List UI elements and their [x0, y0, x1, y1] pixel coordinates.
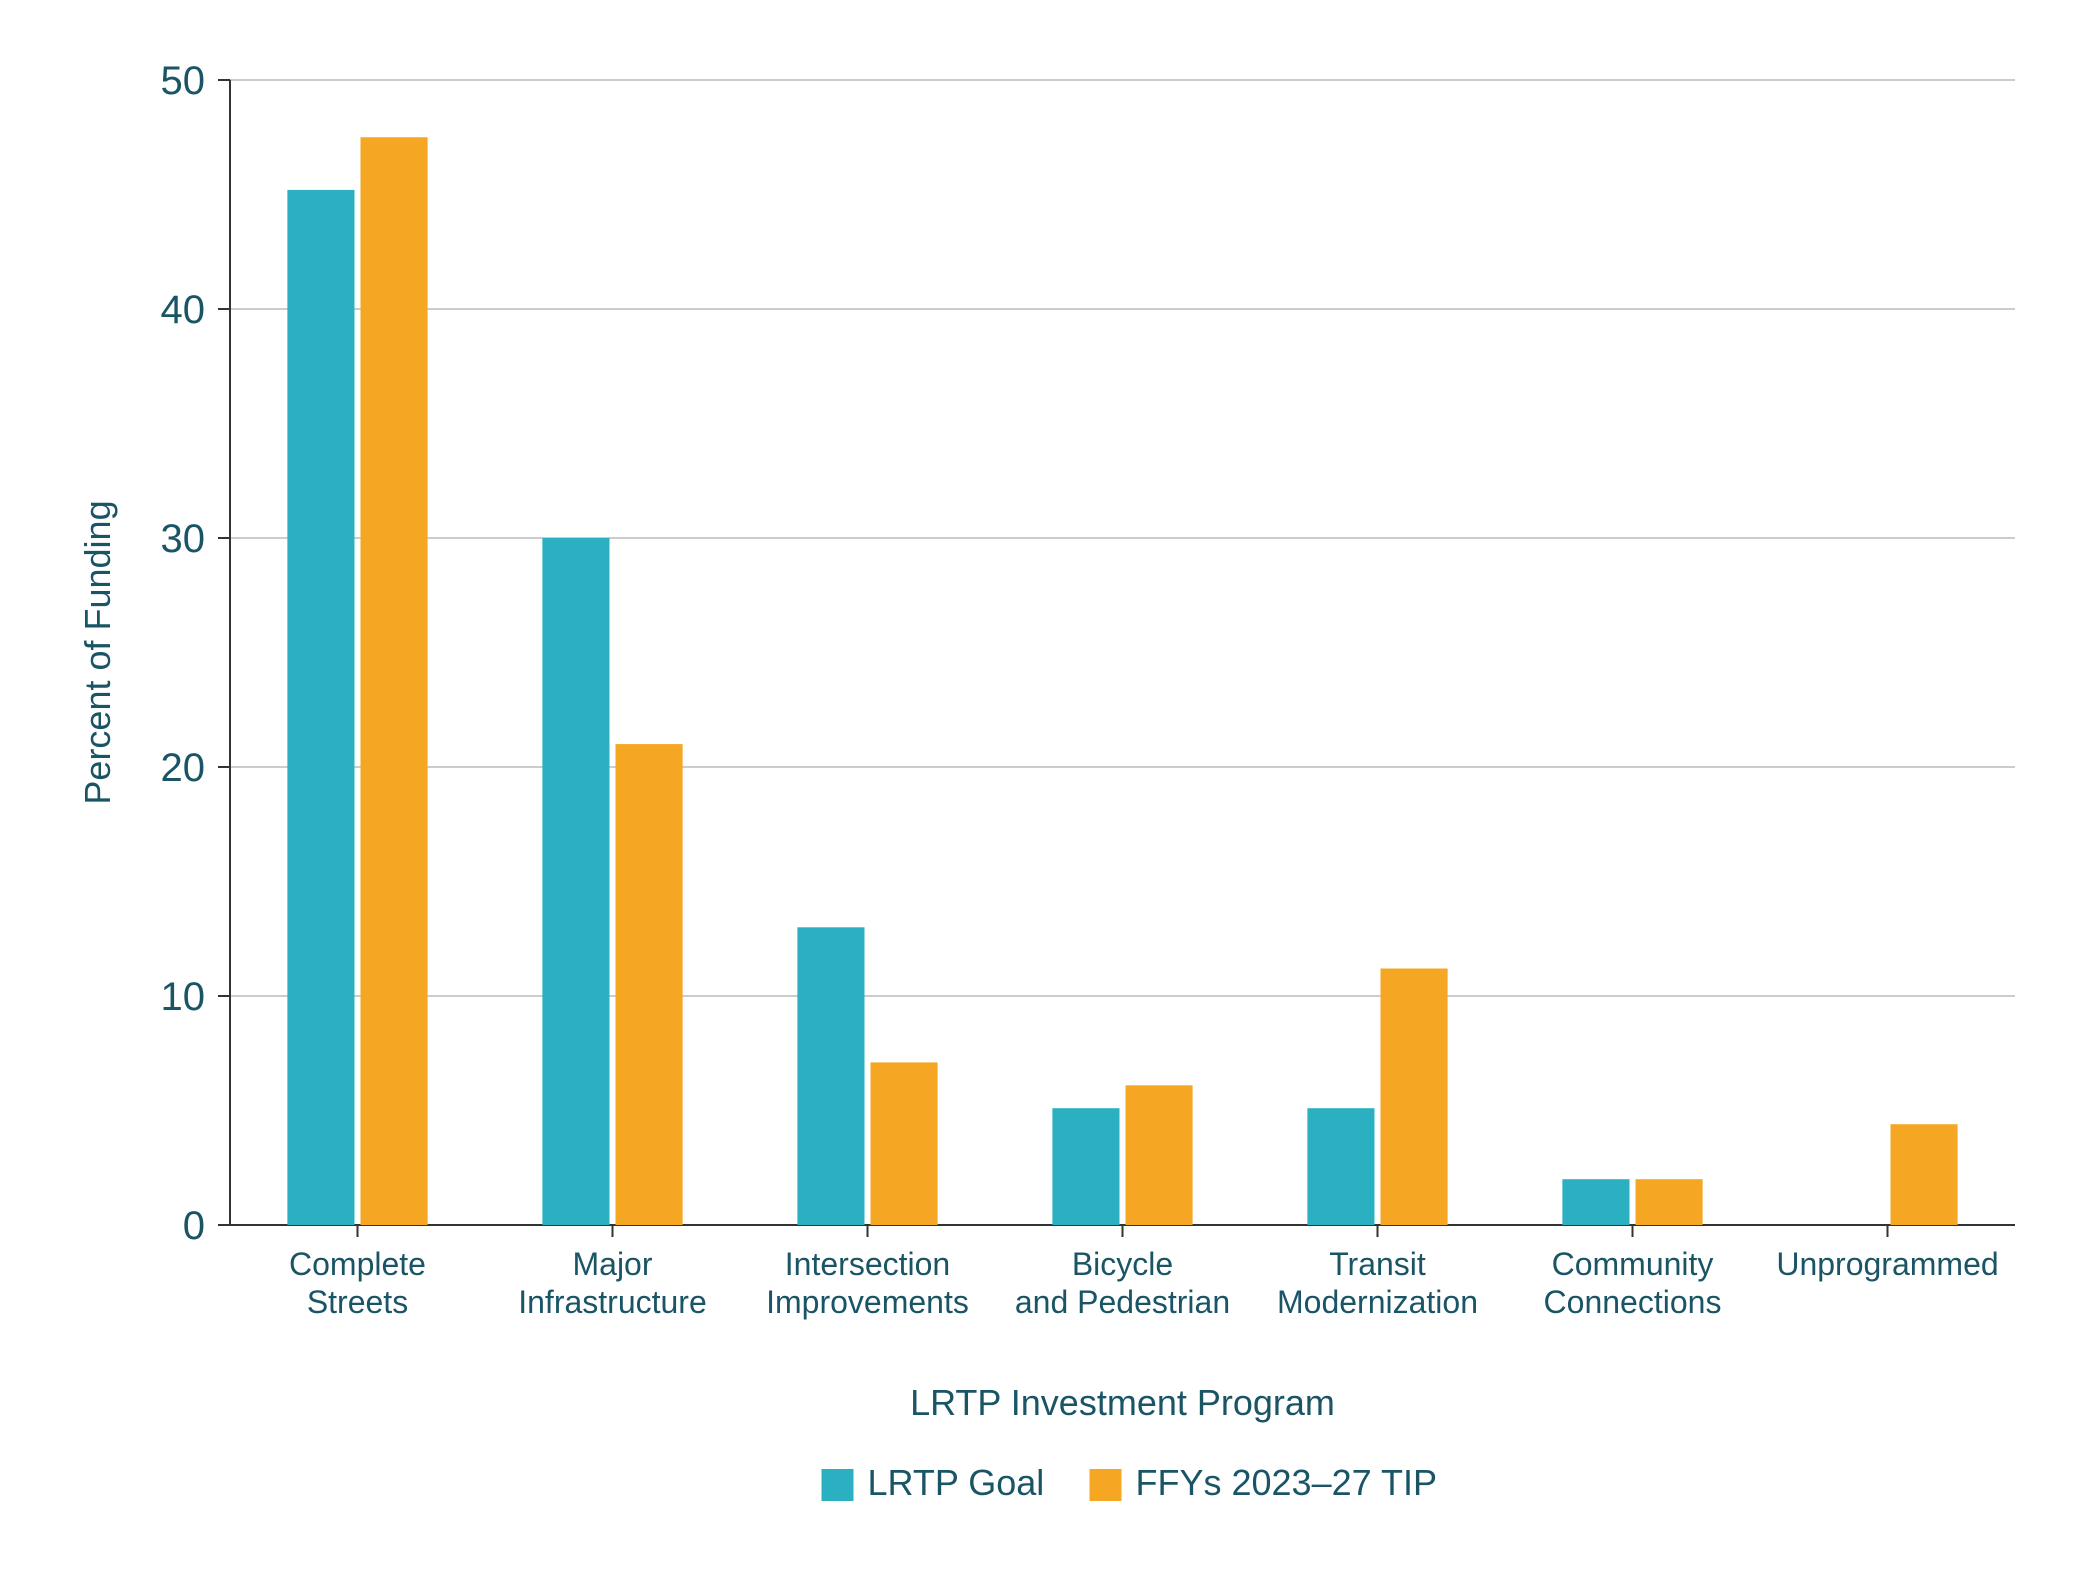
bar	[542, 538, 609, 1225]
bar	[1126, 1085, 1193, 1225]
bar	[871, 1062, 938, 1225]
category-label: IntersectionImprovements	[766, 1246, 969, 1320]
y-tick-label: 30	[161, 517, 206, 561]
category-label: MajorInfrastructure	[518, 1246, 707, 1320]
category-label: TransitModernization	[1277, 1246, 1478, 1320]
chart-svg: 0 10 20 30 40 50 Percent of Funding CompleteStr…	[40, 40, 2045, 1545]
bar	[361, 137, 428, 1225]
bar	[287, 190, 354, 1225]
category-label: CommunityConnections	[1544, 1246, 1722, 1320]
category-label: Bicycleand Pedestrian	[1015, 1246, 1230, 1320]
y-tick-label: 0	[183, 1204, 205, 1248]
bar	[1562, 1179, 1629, 1225]
bar	[1381, 969, 1448, 1225]
bar	[1307, 1108, 1374, 1225]
legend-label: LRTP Goal	[868, 1462, 1045, 1503]
y-tick-label: 20	[161, 746, 206, 790]
x-axis-label: LRTP Investment Program	[910, 1382, 1335, 1423]
bar	[1636, 1179, 1703, 1225]
legend-swatch	[822, 1469, 854, 1501]
bar	[1052, 1108, 1119, 1225]
y-tick-label: 10	[161, 975, 206, 1019]
bar	[797, 927, 864, 1225]
category-label: CompleteStreets	[289, 1246, 426, 1320]
y-axis-label: Percent of Funding	[77, 500, 118, 804]
category-label: Unprogrammed	[1776, 1246, 1998, 1282]
legend-label: FFYs 2023–27 TIP	[1136, 1462, 1438, 1503]
y-tick-label: 50	[161, 59, 206, 103]
y-tick-label: 40	[161, 288, 206, 332]
bar	[616, 744, 683, 1225]
legend-swatch	[1090, 1469, 1122, 1501]
bar	[1891, 1124, 1958, 1225]
funding-bar-chart: 0 10 20 30 40 50 Percent of Funding CompleteStr…	[40, 40, 2045, 1545]
